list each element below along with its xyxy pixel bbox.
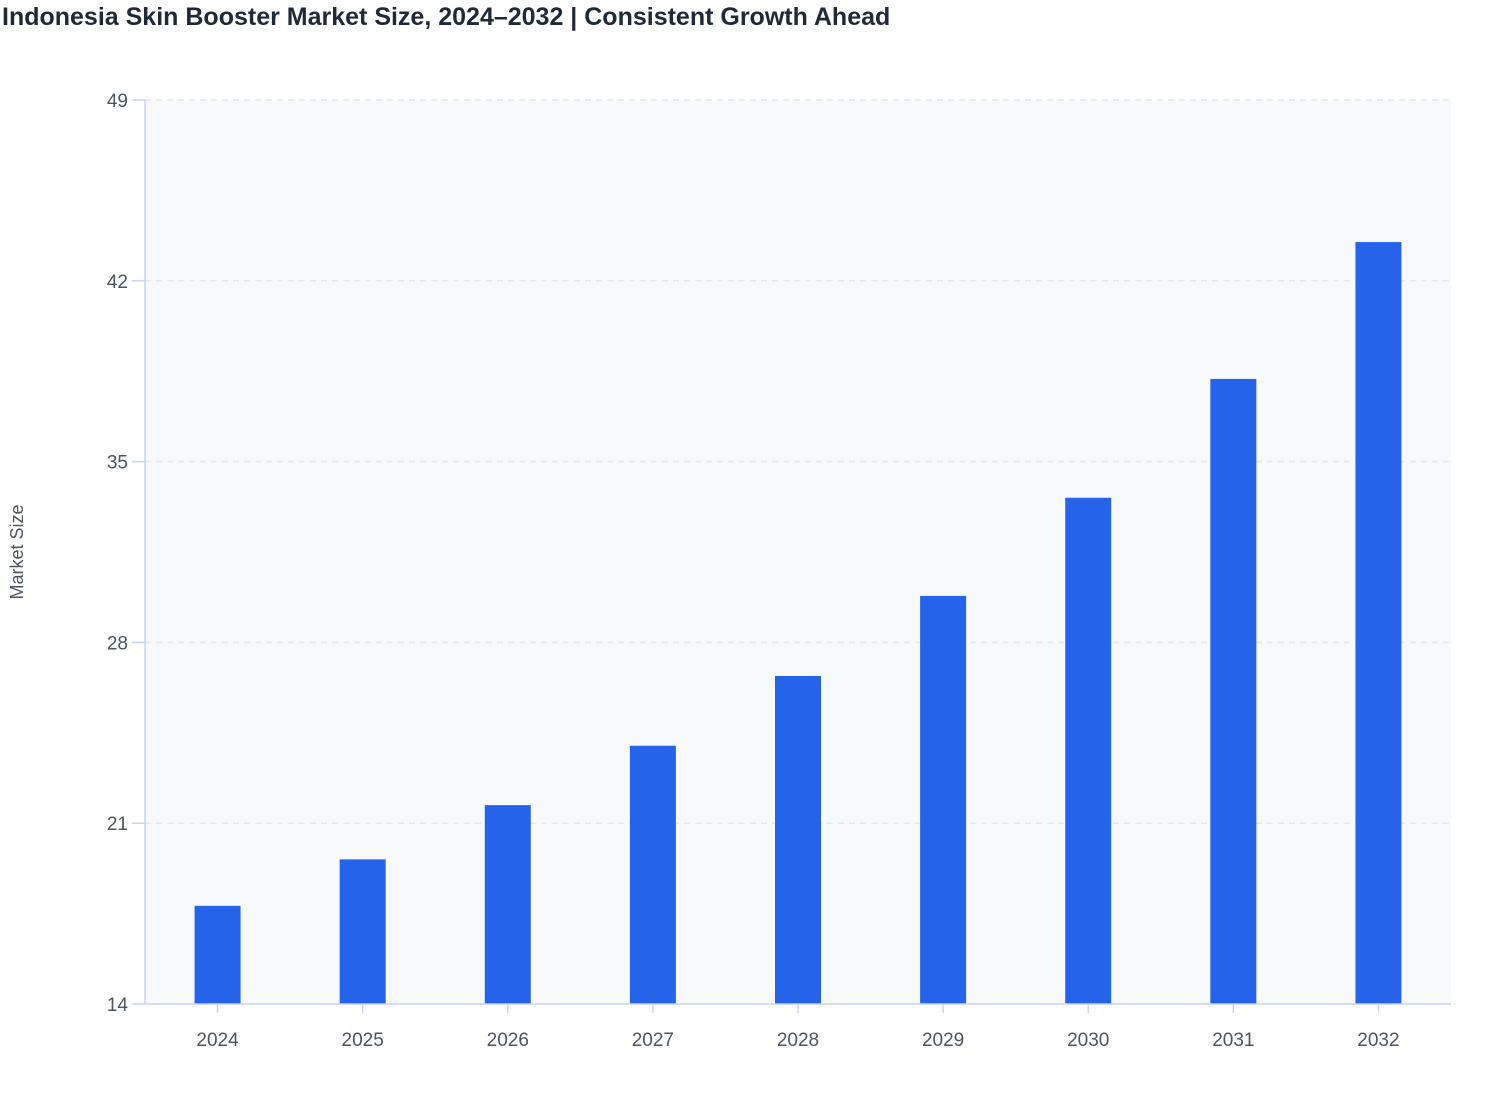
x-tick-label: 2027	[632, 1030, 674, 1051]
bar-2027	[629, 745, 676, 1004]
x-tick-label: 2026	[487, 1030, 529, 1051]
bar-2025	[339, 859, 386, 1004]
y-tick-label: 14	[107, 995, 129, 1016]
bar-2031	[1210, 378, 1257, 1004]
x-tick-label: 2029	[922, 1030, 964, 1051]
y-tick-label: 21	[107, 814, 128, 835]
x-tick-label: 2030	[1067, 1030, 1109, 1051]
bar-2026	[484, 805, 531, 1004]
bar-2028	[775, 675, 821, 1004]
x-tick-label: 2024	[196, 1030, 239, 1051]
y-tick-label: 28	[107, 633, 128, 654]
y-tick-label: 35	[107, 453, 128, 474]
chart-title: Indonesia Skin Booster Market Size, 2024…	[2, 3, 891, 31]
x-tick-label: 2032	[1357, 1030, 1399, 1051]
bar-2024	[194, 905, 241, 1004]
y-axis-label: Market Size	[7, 504, 27, 599]
x-tick-label: 2025	[342, 1030, 384, 1051]
y-tick-label: 42	[107, 272, 128, 293]
bar-2029	[920, 595, 967, 1004]
y-tick-label: 49	[107, 91, 128, 112]
x-tick-label: 2028	[777, 1030, 819, 1051]
bar-2032	[1355, 242, 1402, 1005]
bar-2030	[1065, 497, 1112, 1004]
x-tick-label: 2031	[1212, 1030, 1254, 1051]
